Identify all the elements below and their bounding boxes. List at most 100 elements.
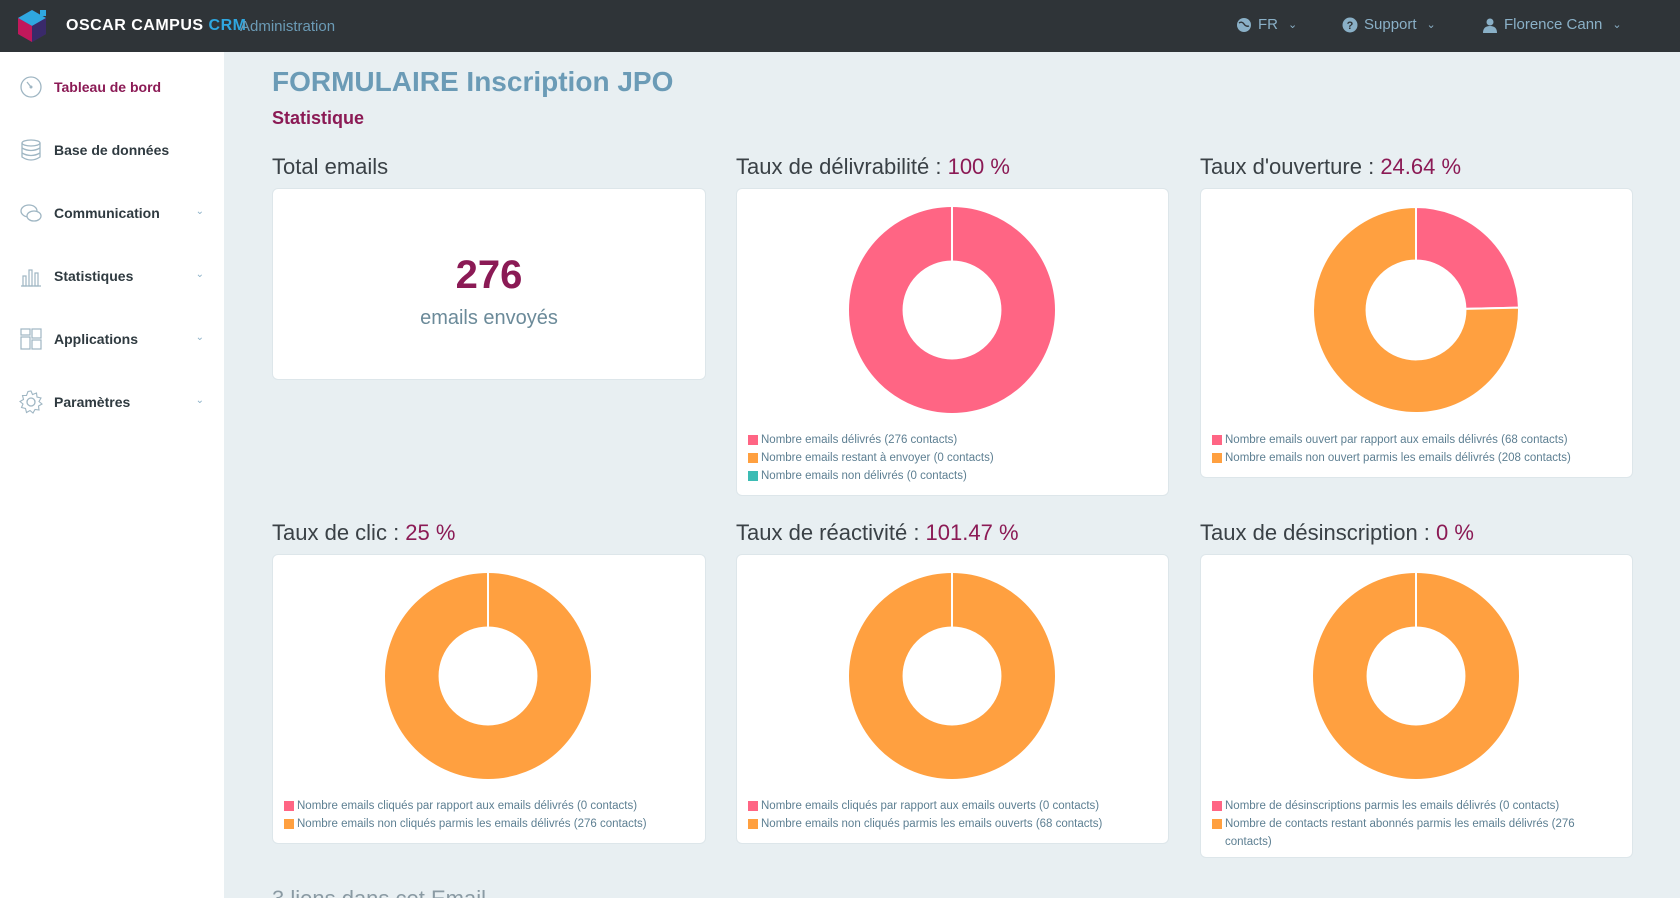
unsubscribe-card: Nombre de désinscriptions parmis les ema…: [1200, 554, 1633, 858]
reactivity-donut: [848, 572, 1056, 780]
legend-swatch: [284, 801, 294, 811]
chart-title-text: Taux de réactivité: [736, 520, 908, 545]
sidebar-item-label: Communication: [54, 205, 160, 221]
deliverability-title: Taux de délivrabilité : 100 %: [736, 154, 1010, 179]
open-rate-donut: [1312, 205, 1520, 414]
page-title: FORMULAIRE Inscription JPO: [272, 66, 674, 97]
legend-item[interactable]: Nombre de désinscriptions parmis les ema…: [1212, 797, 1612, 815]
open-rate-card: Nombre emails ouvert par rapport aux ema…: [1200, 188, 1633, 478]
bar-chart-icon: [18, 263, 44, 289]
brand-name[interactable]: OSCAR CAMPUS CRM: [66, 17, 246, 35]
click-rate-legend: Nombre emails cliqués par rapport aux em…: [284, 797, 699, 833]
sidebar-item-label: Paramètres: [54, 394, 131, 410]
links-section-title: 3 liens dans cet Email: [272, 886, 486, 898]
legend-swatch: [1212, 435, 1222, 445]
chevron-down-icon: ⌄: [1612, 19, 1622, 31]
sidebar-item-communication[interactable]: Communication ⌄: [18, 198, 204, 228]
legend-swatch: [748, 819, 758, 829]
unsubscribe-legend: Nombre de désinscriptions parmis les ema…: [1212, 797, 1612, 851]
chevron-down-icon: ⌄: [195, 206, 204, 217]
chart-title-value: 101.47 %: [925, 520, 1019, 545]
donut-slice[interactable]: [1312, 205, 1520, 414]
chart-title-value: 24.64 %: [1380, 154, 1462, 179]
donut-slice[interactable]: [1415, 205, 1520, 310]
legend-swatch: [1212, 819, 1222, 829]
user-icon: [1483, 18, 1497, 33]
sidebar-item-label: Applications: [54, 331, 139, 347]
legend-swatch: [1212, 453, 1222, 463]
help-circle-icon: ?: [1342, 17, 1358, 32]
deliverability-donut: [848, 206, 1056, 414]
legend-item[interactable]: Nombre emails non délivrés (0 contacts): [748, 467, 1158, 485]
dashboard-icon: [18, 74, 44, 100]
sidebar-item-parametres[interactable]: Paramètres ⌄: [18, 387, 204, 417]
chart-title-value: 25 %: [405, 520, 456, 545]
sidebar-item-statistiques[interactable]: Statistiques ⌄: [18, 261, 204, 291]
total-emails-value: 276: [455, 253, 523, 297]
page-subtitle: Statistique: [272, 108, 365, 128]
click-rate-title: Taux de clic : 25 %: [272, 520, 456, 545]
legend-label: Nombre emails non ouvert parmis les emai…: [1225, 452, 1571, 464]
database-icon: [18, 137, 44, 163]
legend-item[interactable]: Nombre emails restant à envoyer (0 conta…: [748, 449, 1158, 467]
chart-title-text: Taux de désinscription: [1200, 520, 1418, 545]
language-label: FR: [1258, 16, 1278, 33]
legend-swatch: [1212, 801, 1222, 811]
administration-link[interactable]: Administration: [240, 18, 336, 35]
legend-item[interactable]: Nombre emails ouvert par rapport aux ema…: [1212, 431, 1622, 449]
logo-icon[interactable]: [14, 8, 50, 44]
click-rate-card: Nombre emails cliqués par rapport aux em…: [272, 554, 706, 844]
total-emails-title: Total emails: [272, 154, 389, 179]
sidebar-item-tableau-de-bord[interactable]: Tableau de bord: [18, 72, 204, 102]
open-rate-legend: Nombre emails ouvert par rapport aux ema…: [1212, 431, 1622, 467]
reactivity-card: Nombre emails cliqués par rapport aux em…: [736, 554, 1169, 844]
sidebar-item-base-de-donnees[interactable]: Base de données: [18, 135, 204, 165]
total-emails-card: 276 emails envoyés: [272, 188, 706, 380]
legend-label: Nombre emails cliqués par rapport aux em…: [297, 800, 638, 812]
legend-label: Nombre de contacts restant abonnés parmi…: [1225, 818, 1575, 848]
reactivity-title: Taux de réactivité : 101.47 %: [736, 520, 1019, 545]
reactivity-legend: Nombre emails cliqués par rapport aux em…: [748, 797, 1163, 833]
chevron-down-icon: ⌄: [195, 269, 204, 280]
total-emails-label: emails envoyés: [420, 307, 558, 329]
legend-label: Nombre emails restant à envoyer (0 conta…: [761, 452, 994, 464]
sidebar: Tableau de bord Base de données Communic…: [0, 52, 224, 898]
legend-swatch: [748, 453, 758, 463]
open-rate-title: Taux d'ouverture : 24.64 %: [1200, 154, 1462, 179]
globe-icon: [1237, 17, 1251, 32]
legend-item[interactable]: Nombre de contacts restant abonnés parmi…: [1212, 815, 1612, 851]
legend-item[interactable]: Nombre emails non cliqués parmis les ema…: [748, 815, 1163, 833]
click-rate-donut: [384, 572, 592, 780]
brand-crm-text: CRM: [208, 17, 247, 34]
legend-item[interactable]: Nombre emails délivrés (276 contacts): [748, 431, 1158, 449]
support-label: Support: [1364, 16, 1417, 33]
legend-item[interactable]: Nombre emails cliqués par rapport aux em…: [748, 797, 1163, 815]
legend-item[interactable]: Nombre emails non cliqués parmis les ema…: [284, 815, 699, 833]
chart-title-text: Taux de délivrabilité: [736, 154, 930, 179]
deliverability-legend: Nombre emails délivrés (276 contacts) Nom…: [748, 431, 1158, 485]
legend-label: Nombre emails cliqués par rapport aux em…: [761, 800, 1100, 812]
gear-icon: [18, 389, 44, 415]
user-menu[interactable]: Florence Cann ⌄: [1482, 16, 1622, 33]
svg-text:?: ?: [1347, 20, 1354, 32]
top-navbar: OSCAR CAMPUS CRM Administration FR ⌄ ? S…: [0, 0, 1680, 52]
legend-swatch: [748, 471, 758, 481]
legend-swatch: [748, 435, 758, 445]
legend-item[interactable]: Nombre emails non ouvert parmis les emai…: [1212, 449, 1622, 467]
user-name: Florence Cann: [1504, 16, 1603, 33]
legend-label: Nombre de désinscriptions parmis les ema…: [1225, 800, 1560, 812]
unsubscribe-donut: [1312, 572, 1520, 780]
legend-label: Nombre emails non délivrés (0 contacts): [761, 470, 967, 482]
legend-item[interactable]: Nombre emails cliqués par rapport aux em…: [284, 797, 699, 815]
sidebar-item-applications[interactable]: Applications ⌄: [18, 324, 204, 354]
sidebar-item-label: Tableau de bord: [54, 79, 162, 95]
legend-label: Nombre emails non cliqués parmis les ema…: [297, 818, 647, 830]
support-menu[interactable]: ? Support ⌄: [1342, 16, 1436, 33]
chevron-down-icon: ⌄: [1288, 19, 1298, 31]
language-selector[interactable]: FR ⌄: [1236, 16, 1297, 33]
chevron-down-icon: ⌄: [1426, 19, 1436, 31]
deliverability-card: Nombre emails délivrés (276 contacts) Nom…: [736, 188, 1169, 496]
legend-swatch: [284, 819, 294, 829]
apps-grid-icon: [18, 326, 44, 352]
chart-title-text: Taux d'ouverture: [1200, 154, 1362, 179]
